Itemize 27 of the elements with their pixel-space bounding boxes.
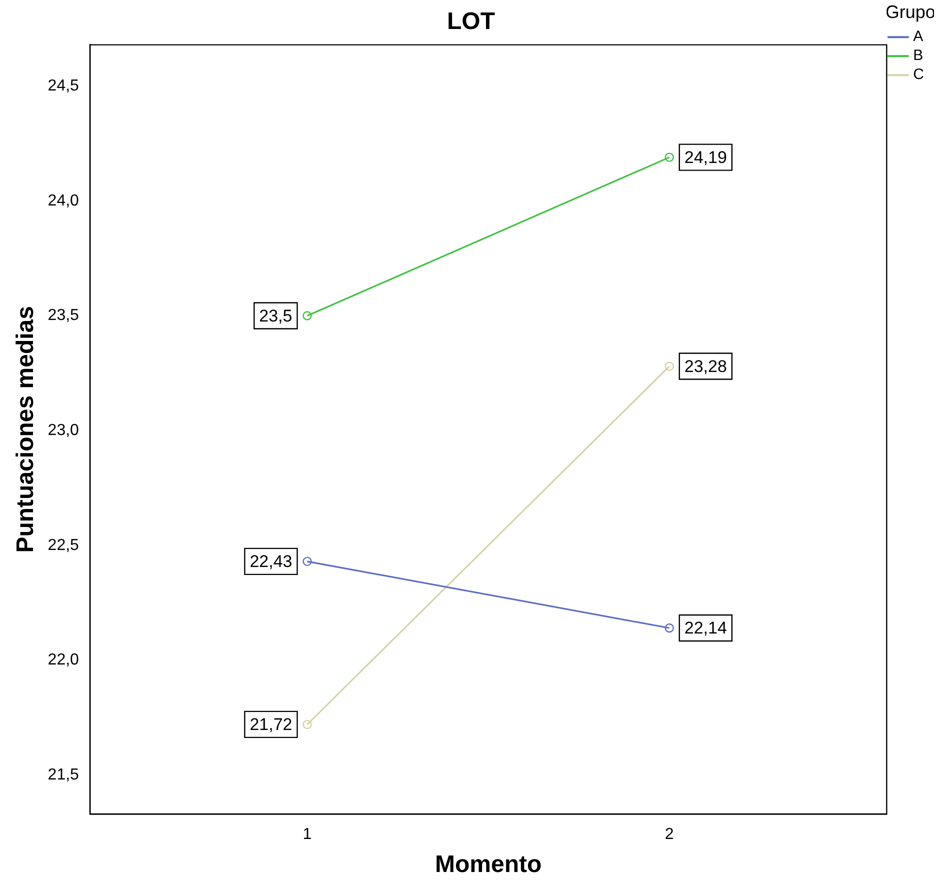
y-tick-label: 23,5 [48,307,80,324]
data-label: 21,72 [250,715,292,734]
x-tick-label: 2 [664,826,674,844]
y-tick-label: 24,0 [48,192,80,210]
point [664,623,674,633]
y-tick-label: 23,0 [48,422,80,439]
point [664,362,674,371]
y-tick-label: 21,5 [48,766,80,784]
y-tick-label: 22,0 [48,652,80,669]
data-label: 23,28 [684,356,727,376]
data-label: 22,14 [684,618,727,638]
point [302,311,312,320]
y-axis-title: Puntuaciones medias [12,306,40,553]
data-label: 22,43 [250,552,292,572]
chart-title: LOT [447,8,496,36]
legend-label: C [913,66,924,84]
point [302,556,312,566]
x-tick-label: 1 [302,826,312,844]
data-label: 23,5 [259,306,292,326]
data-label: 24,19 [684,148,727,167]
legend-label: A [913,28,924,46]
point [302,720,312,730]
x-axis-title: Momento [434,851,542,878]
y-tick-label: 24,5 [48,78,80,95]
point [664,152,674,162]
legend-label: B [913,47,924,64]
y-tick-label: 22,5 [48,536,80,554]
